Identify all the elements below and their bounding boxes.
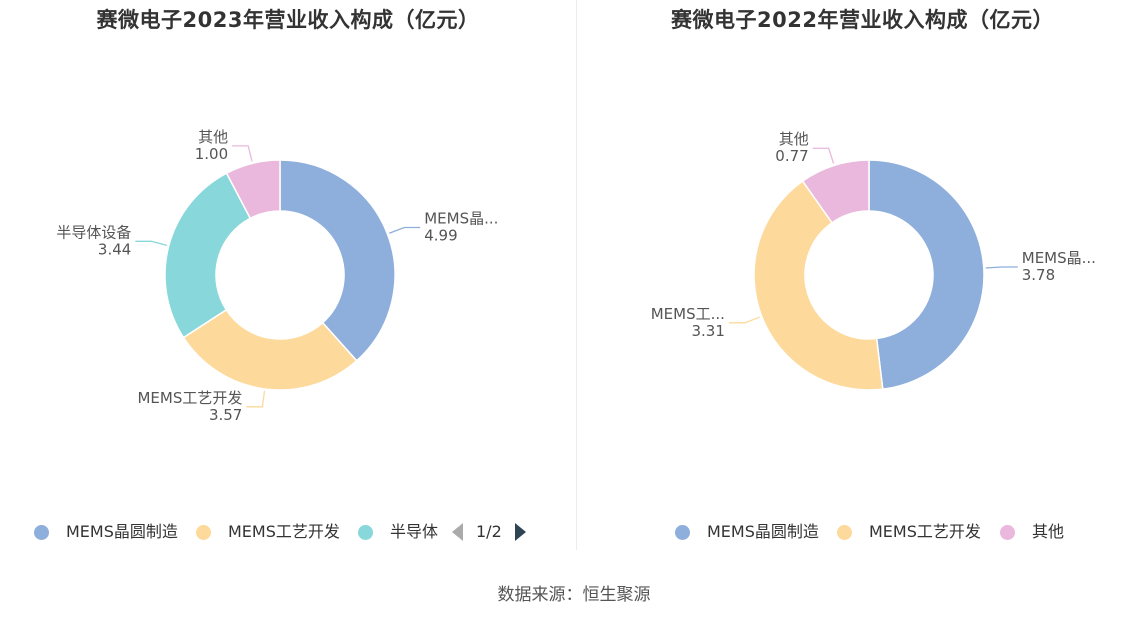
chart-panel-2023: 赛微电子2023年营业收入构成（亿元） MEMS晶... 4.99 MEMS工艺开发… bbox=[0, 0, 576, 555]
legend-label: 半导体 bbox=[390, 522, 439, 541]
slice-label-2: 其他 bbox=[779, 130, 809, 148]
donut-slice-0[interactable] bbox=[279, 159, 396, 362]
legend-item-other[interactable]: 其他 bbox=[1000, 518, 1064, 546]
legend-label: MEMS工艺开发 bbox=[869, 522, 981, 541]
legend: MEMS晶圆制造 MEMS工艺开发 半导体 1/2 bbox=[0, 518, 576, 546]
slice-label-0: MEMS晶... bbox=[1022, 249, 1096, 267]
slice-label-2: 半导体设备 bbox=[56, 223, 131, 241]
donut-chart-2022: MEMS晶...3.78 MEMS工...3.31 其他0.77 bbox=[651, 130, 1096, 391]
leader-line-3 bbox=[232, 145, 253, 162]
slice-label-3: 其他 bbox=[198, 128, 228, 146]
legend-dot bbox=[196, 524, 211, 540]
pager-next-icon[interactable] bbox=[514, 523, 526, 541]
legend-label: MEMS晶圆制造 bbox=[66, 522, 178, 541]
pager-prev-icon[interactable] bbox=[452, 523, 463, 541]
legend-dot bbox=[837, 524, 852, 540]
donut-slice-2[interactable] bbox=[801, 159, 870, 224]
legend-item-mems-wafer[interactable]: MEMS晶圆制造 bbox=[34, 518, 178, 546]
legend-label: 其他 bbox=[1032, 522, 1065, 541]
legend-label: MEMS晶圆制造 bbox=[707, 522, 819, 541]
legend-item-mems-process[interactable]: MEMS工艺开发 bbox=[837, 518, 981, 546]
legend-dot bbox=[358, 524, 373, 540]
slice-value-0: 3.78 bbox=[1022, 266, 1055, 284]
slice-label-1: MEMS工... bbox=[651, 305, 725, 323]
leader-line-2 bbox=[812, 147, 835, 164]
legend-item-mems-process[interactable]: MEMS工艺开发 bbox=[196, 518, 340, 546]
data-source: 数据来源：恒生聚源 bbox=[497, 585, 651, 605]
slice-value-2: 3.44 bbox=[98, 240, 131, 258]
leader-line-1 bbox=[728, 316, 761, 324]
panel-divider bbox=[576, 0, 577, 550]
chart-title: 赛微电子2023年营业收入构成（亿元） bbox=[96, 8, 480, 32]
legend-pager: 1/2 bbox=[452, 518, 526, 546]
leader-line-0 bbox=[389, 226, 421, 234]
pager-text: 1/2 bbox=[476, 522, 502, 541]
donut-slice-1[interactable] bbox=[753, 180, 884, 391]
chart-panel-2022: 赛微电子2022年营业收入构成（亿元） MEMS晶... 3.78 MEMS工...… bbox=[577, 0, 1148, 555]
legend-label: MEMS工艺开发 bbox=[228, 522, 340, 541]
donut-slice-0[interactable] bbox=[868, 159, 985, 391]
donut-slice-1[interactable] bbox=[182, 308, 358, 391]
leader-line-1 bbox=[246, 390, 266, 408]
slice-value-3: 1.00 bbox=[195, 145, 228, 163]
legend-item-mems-wafer[interactable]: MEMS晶圆制造 bbox=[675, 518, 819, 546]
slice-value-1: 3.31 bbox=[691, 322, 724, 340]
legend: MEMS晶圆制造 MEMS工艺开发 其他 bbox=[577, 518, 1148, 546]
leader-line-0 bbox=[985, 266, 1018, 269]
slice-label-0: MEMS晶... bbox=[424, 210, 498, 228]
legend-dot bbox=[675, 524, 690, 540]
donut-slice-3[interactable] bbox=[225, 159, 281, 220]
slice-value-0: 4.99 bbox=[424, 227, 457, 245]
legend-item-semiconductor[interactable]: 半导体 bbox=[358, 518, 438, 546]
leader-line-2 bbox=[135, 240, 167, 246]
slice-value-2: 0.77 bbox=[775, 147, 808, 165]
chart-title: 赛微电子2022年营业收入构成（亿元） bbox=[671, 8, 1054, 32]
slice-value-1: 3.57 bbox=[209, 406, 242, 424]
legend-dot bbox=[34, 524, 49, 540]
legend-dot bbox=[1000, 524, 1015, 540]
slice-label-1: MEMS工艺开发 bbox=[137, 389, 242, 407]
donut-slice-2[interactable] bbox=[164, 172, 252, 339]
